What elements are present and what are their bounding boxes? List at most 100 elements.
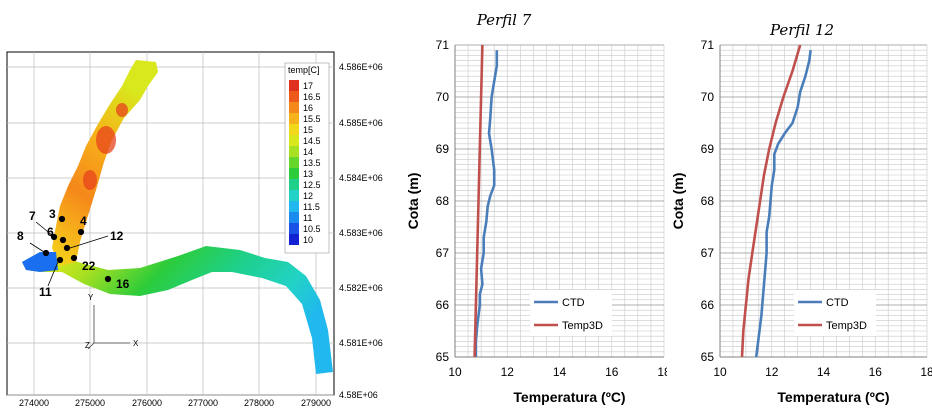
map-x-tick-label: 279000 (301, 398, 331, 408)
station-label: 16 (116, 277, 130, 291)
map-legend-level-label: 13 (303, 169, 313, 179)
x-tick-label: 14 (553, 365, 567, 379)
map-legend-level-label: 15 (303, 125, 313, 135)
series-line-temp3d (473, 44, 484, 358)
map-legend-swatch (289, 135, 299, 146)
station-label: 4 (80, 214, 87, 228)
map-x-tick-label: 276000 (132, 398, 162, 408)
legend-label: CTD (562, 297, 585, 309)
map-legend-swatch (289, 168, 299, 179)
map-legend-level-label: 12 (303, 191, 313, 201)
y-tick-label: 66 (701, 298, 715, 312)
map-legend-level-label: 11 (303, 213, 312, 223)
y-tick-label: 67 (436, 246, 450, 260)
map-legend-swatch (289, 80, 299, 91)
station-marker (59, 236, 67, 244)
x-tick-label: 18 (657, 365, 667, 379)
river-upper-arm (52, 60, 158, 266)
y-axis-label: Cota (m) (670, 173, 686, 230)
map-legend-swatch (289, 234, 299, 245)
y-tick-label: 65 (701, 350, 715, 364)
legend-label: CTD (826, 297, 849, 309)
station-label: 7 (29, 209, 36, 223)
station-markers: 3 4 76 12 8 22 11 16 (17, 207, 130, 299)
map-legend-swatch (289, 102, 299, 113)
station-marker (56, 256, 64, 264)
map-legend-level-label: 11.5 (303, 202, 320, 212)
map-legend-swatch (289, 190, 299, 201)
series-line-ctd (474, 50, 499, 357)
map-y-tick-labels: 4.586E+06 4.585E+06 4.584E+06 4.583E+06 4.58… (339, 62, 383, 400)
temperature-map: temp[C] 1716.51615.51514.51413.51312.512… (6, 51, 383, 408)
map-x-tick-label: 275000 (75, 398, 105, 408)
map-legend-level-label: 14 (303, 147, 313, 157)
station-leader-line (29, 242, 45, 253)
y-tick-label: 70 (436, 90, 450, 104)
map-legend-level-label: 14.5 (303, 136, 321, 146)
axis-triad (87, 305, 130, 350)
station-label: 11 (39, 285, 52, 299)
station-label: 22 (82, 259, 96, 273)
y-tick-label: 66 (436, 298, 450, 312)
map-legend-level-label: 10.5 (303, 224, 321, 234)
station-label: 6 (47, 225, 54, 239)
station-marker (104, 275, 112, 283)
map-x-tick-label: 278000 (244, 398, 274, 408)
station-marker (50, 233, 58, 241)
map-legend-swatch (289, 113, 299, 124)
x-tick-label: 12 (501, 365, 515, 379)
chart-title: Perfil 7 (476, 11, 532, 29)
map-x-tick-labels: 274000 275000 276000 277000 278000 279000 (19, 398, 331, 408)
y-tick-label: 71 (701, 38, 715, 52)
x-tick-label: 16 (869, 365, 883, 379)
map-y-tick-label: 4.584E+06 (339, 173, 383, 183)
legend-label: Temp3D (826, 320, 867, 332)
station-leader-line (69, 235, 109, 249)
map-legend: temp[C] 1716.51615.51514.51413.51312.512… (284, 62, 330, 254)
map-y-tick-label: 4.586E+06 (339, 62, 383, 72)
station-marker (70, 254, 78, 262)
map-x-tick-label: 277000 (188, 398, 218, 408)
x-tick-label: 18 (920, 365, 932, 379)
station-leader-line (47, 261, 59, 287)
y-tick-label: 69 (701, 142, 715, 156)
y-tick-label: 71 (436, 38, 450, 52)
map-legend-swatch (289, 212, 299, 223)
map-y-tick-label: 4.585E+06 (339, 118, 383, 128)
map-legend-level-label: 16.5 (303, 92, 321, 102)
map-legend-swatch (289, 91, 299, 102)
x-tick-label: 12 (765, 365, 779, 379)
y-tick-label: 68 (436, 194, 450, 208)
station-label: 12 (110, 229, 124, 243)
map-legend-level-label: 15.5 (303, 114, 321, 124)
y-tick-label: 69 (436, 142, 450, 156)
chart-title: Perfil 12 (769, 21, 834, 39)
river-lower-reach (22, 246, 333, 374)
hot-patches (83, 103, 128, 190)
station-leader-line (35, 221, 54, 237)
profile-7-chart: Perfil 7 10 12 14 16 18 65 66 67 68 69 70 71 Temperat… (405, 11, 667, 405)
map-y-tick-label: 4.582E+06 (339, 283, 383, 293)
map-legend-swatch (289, 146, 299, 157)
profile-12-chart: Perfil 12 10 12 14 16 18 65 66 67 68 69 70 71 Tempera… (670, 21, 932, 405)
map-y-tick-label: 4.583E+06 (339, 228, 383, 238)
y-tick-label: 65 (436, 350, 450, 364)
x-tick-label: 10 (713, 365, 727, 379)
series-line-temp3d (740, 44, 802, 358)
map-legend-swatch (289, 124, 299, 135)
y-tick-label: 67 (701, 246, 715, 260)
legend-frame (530, 290, 612, 336)
map-legend-level-label: 16 (303, 103, 313, 113)
legend-frame (794, 290, 876, 336)
map-legend-swatch (289, 179, 299, 190)
legend-label: Temp3D (562, 320, 603, 332)
x-tick-label: 10 (448, 365, 462, 379)
x-tick-label: 16 (605, 365, 619, 379)
station-marker (42, 249, 50, 257)
station-marker (63, 244, 71, 252)
map-legend-level-label: 17 (303, 81, 313, 91)
map-y-tick-label: 4.581E+06 (339, 338, 383, 348)
map-legend-level-label: 13.5 (303, 158, 321, 168)
y-tick-label: 68 (701, 194, 715, 208)
axis-triad-x-label: X (133, 339, 139, 348)
